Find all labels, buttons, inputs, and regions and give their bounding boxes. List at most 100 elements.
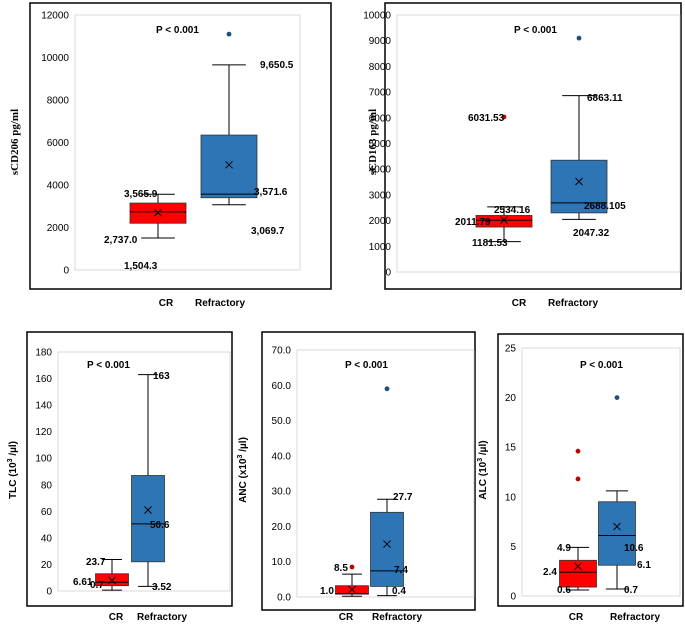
y-tick-label: 0 bbox=[385, 268, 391, 279]
y-tick-label: 40 bbox=[41, 533, 53, 544]
y-tick-label: 80 bbox=[41, 480, 53, 491]
y-tick-label: 10 bbox=[505, 492, 517, 503]
y-tick-label: 60.0 bbox=[272, 381, 292, 392]
mean-marker bbox=[144, 506, 152, 514]
mean-marker bbox=[154, 208, 162, 217]
panel-frame bbox=[261, 331, 476, 611]
data-label: 3.52 bbox=[152, 582, 172, 593]
y-axis-label-main: ANC (x10 bbox=[238, 458, 249, 503]
p-value-label: P < 0.001 bbox=[514, 25, 557, 36]
y-axis-label: TLC (103 /µl) bbox=[7, 441, 19, 499]
iqr-box bbox=[200, 134, 258, 199]
plot-area bbox=[296, 349, 475, 598]
chart-panel-alc: 0 5 10 15 20 25 ALC (103 /µl) P < 0.001 CR Refrac… bbox=[477, 333, 684, 623]
outlier-point bbox=[226, 31, 232, 37]
data-label: 9,650.5 bbox=[260, 60, 294, 71]
y-tick-label: 10000 bbox=[41, 53, 69, 64]
data-label: 3,069.7 bbox=[251, 226, 285, 237]
data-label: 0.7 bbox=[90, 580, 104, 591]
panel-frame bbox=[29, 2, 332, 290]
y-tick-label: 120 bbox=[35, 427, 52, 438]
y-tick-label: 5 bbox=[510, 542, 516, 553]
data-label: 1181.53 bbox=[472, 238, 508, 249]
plot-area bbox=[74, 14, 301, 271]
outlier-point bbox=[501, 114, 507, 120]
y-axis-label-end: /µl) bbox=[238, 437, 249, 454]
plot-area bbox=[57, 351, 231, 592]
data-label: 23.7 bbox=[86, 557, 106, 568]
box-refractory bbox=[598, 395, 636, 590]
box-refractory bbox=[200, 31, 258, 206]
y-axis-label-end: /µl) bbox=[8, 441, 19, 458]
category-label-refractory: Refractory bbox=[610, 612, 660, 623]
data-label: 7.4 bbox=[394, 565, 408, 576]
data-label: 8.5 bbox=[334, 563, 348, 574]
y-tick-label: 40.0 bbox=[272, 451, 292, 462]
y-axis-label-sup: 3 bbox=[237, 454, 244, 458]
box-refractory bbox=[370, 386, 404, 597]
category-label-refractory: Refractory bbox=[548, 298, 598, 309]
iqr-box bbox=[475, 215, 533, 228]
y-tick-label: 6000 bbox=[47, 138, 70, 149]
iqr-box bbox=[598, 501, 636, 566]
y-tick-label: 70.0 bbox=[272, 346, 292, 357]
data-label: 1,504.3 bbox=[124, 261, 158, 272]
mean-marker bbox=[575, 177, 583, 186]
y-tick-label: 10000 bbox=[363, 11, 391, 22]
data-label: 6031.53 bbox=[468, 113, 505, 124]
category-label-refractory: Refractory bbox=[137, 612, 187, 623]
y-axis-label: ANC (x103 /µl) bbox=[237, 437, 249, 503]
data-label: 6.61 bbox=[73, 577, 93, 588]
y-tick-label: 30.0 bbox=[272, 487, 292, 498]
y-axis-label: sCD206 pg/ml bbox=[9, 109, 21, 175]
y-tick-label: 0 bbox=[46, 587, 52, 598]
y-axis-label: sCD163 pg/ml bbox=[367, 109, 379, 175]
data-label: 0.4 bbox=[392, 586, 406, 597]
data-label: 4.9 bbox=[557, 543, 571, 554]
p-value-label: P < 0.001 bbox=[345, 360, 388, 371]
category-label-cr: CR bbox=[109, 612, 124, 623]
iqr-box bbox=[559, 559, 597, 588]
data-label: 0.6 bbox=[557, 585, 571, 596]
y-tick-label: 160 bbox=[35, 374, 52, 385]
outlier-point bbox=[575, 476, 581, 482]
y-tick-label: 15 bbox=[505, 443, 517, 454]
outlier-point bbox=[576, 35, 582, 41]
y-tick-label: 8000 bbox=[369, 62, 392, 73]
y-axis-label-sup: 3 bbox=[7, 458, 14, 462]
chart-panel-anc: 0.0 10.0 20.0 30.0 40.0 50.0 60.0 70.0 ANC (x103… bbox=[237, 331, 476, 623]
data-label: 50.6 bbox=[150, 520, 170, 531]
outlier-point bbox=[384, 386, 390, 392]
mean-marker bbox=[348, 585, 356, 594]
data-label: 2688.105 bbox=[584, 201, 626, 212]
data-label: 163 bbox=[153, 371, 170, 382]
box-cr bbox=[475, 114, 533, 243]
y-tick-label: 50.0 bbox=[272, 416, 292, 427]
y-axis-label-main: TLC (10 bbox=[8, 462, 19, 499]
mean-marker bbox=[225, 160, 233, 169]
y-tick-label: 2000 bbox=[47, 223, 70, 234]
y-axis-label: ALC (103 /µl) bbox=[477, 440, 489, 499]
box-cr bbox=[335, 564, 369, 597]
outlier-point bbox=[614, 395, 620, 400]
box-cr bbox=[95, 559, 129, 591]
y-tick-label: 10.0 bbox=[272, 557, 292, 568]
data-label: 3,565.9 bbox=[124, 189, 158, 200]
category-label-refractory: Refractory bbox=[195, 298, 245, 309]
y-axis-label-end: /µl) bbox=[478, 440, 489, 457]
data-label: 0.7 bbox=[624, 585, 638, 596]
y-tick-label: 0.0 bbox=[277, 593, 291, 604]
p-value-label: P < 0.001 bbox=[156, 25, 199, 36]
y-tick-label: 12000 bbox=[41, 11, 69, 22]
data-label: 10.6 bbox=[624, 543, 644, 554]
box-refractory bbox=[131, 374, 165, 587]
mean-marker bbox=[574, 562, 582, 571]
y-tick-label: 0 bbox=[63, 266, 69, 277]
data-label: 2534.16 bbox=[494, 205, 531, 216]
box-cr bbox=[559, 448, 597, 591]
mean-marker bbox=[500, 216, 508, 224]
category-label-refractory: Refractory bbox=[372, 612, 422, 623]
y-axis-label-main: ALC (10 bbox=[478, 461, 489, 499]
y-tick-label: 4000 bbox=[369, 165, 392, 176]
data-label: 2047.32 bbox=[573, 228, 610, 239]
